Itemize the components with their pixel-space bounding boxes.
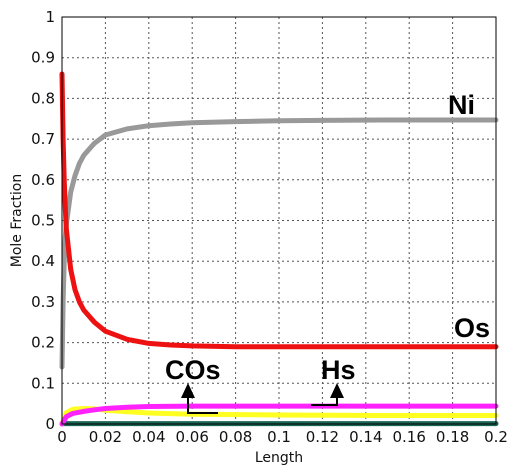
- x-tick-label: 0.06: [175, 428, 208, 446]
- y-tick-label: 0.3: [31, 293, 55, 311]
- x-tick-labels: 0 0.02 0.04 0.06 0.08 0.1 0.12 0.14 0.16 0.18 0.2: [57, 428, 508, 446]
- x-tick-label: 0.18: [436, 428, 469, 446]
- x-tick-label: 0.1: [267, 428, 291, 446]
- x-tick-label: 0.04: [132, 428, 165, 446]
- x-tick-label: 0: [57, 428, 67, 446]
- grid-lines: [62, 17, 496, 424]
- x-axis-label: Length: [255, 450, 303, 466]
- y-tick-label: 0.4: [31, 252, 55, 270]
- y-tick-label: 0.7: [31, 130, 55, 148]
- annotation-cos: COs: [165, 355, 221, 385]
- y-tick-label: 0.2: [31, 334, 55, 352]
- y-tick-label: 0.9: [31, 49, 55, 67]
- cos-arrow-icon: [181, 383, 218, 414]
- series-line-cos: [59, 406, 499, 427]
- hs-arrow-icon: [311, 383, 344, 406]
- y-axis-label: Mole Fraction: [9, 174, 25, 267]
- x-tick-label: 0.14: [349, 428, 382, 446]
- y-tick-label: 0.1: [31, 374, 55, 392]
- y-tick-label: 0: [45, 415, 55, 433]
- y-tick-label: 0.6: [31, 171, 55, 189]
- series-line-hs: [59, 403, 499, 427]
- x-tick-label: 0.16: [392, 428, 425, 446]
- plot-frame: [61, 16, 497, 425]
- annotation-hs: Hs: [321, 355, 356, 385]
- annotation-os: Os: [454, 313, 490, 343]
- x-tick-label: 0.08: [219, 428, 252, 446]
- y-tick-label: 1: [45, 8, 55, 26]
- x-tick-label: 0.2: [484, 428, 508, 446]
- annotation-arrows: [181, 383, 344, 414]
- y-tick-label: 0.5: [31, 212, 55, 230]
- y-tick-label: 0.8: [31, 89, 55, 107]
- y-tick-labels: 0 0.1 0.2 0.3 0.4 0.5 0.6 0.7 0.8 0.9 1: [31, 8, 55, 433]
- x-tick-label: 0.02: [89, 428, 122, 446]
- series-line-os: [59, 71, 499, 350]
- x-tick-label: 0.12: [306, 428, 339, 446]
- annotation-ni: Ni: [448, 90, 475, 120]
